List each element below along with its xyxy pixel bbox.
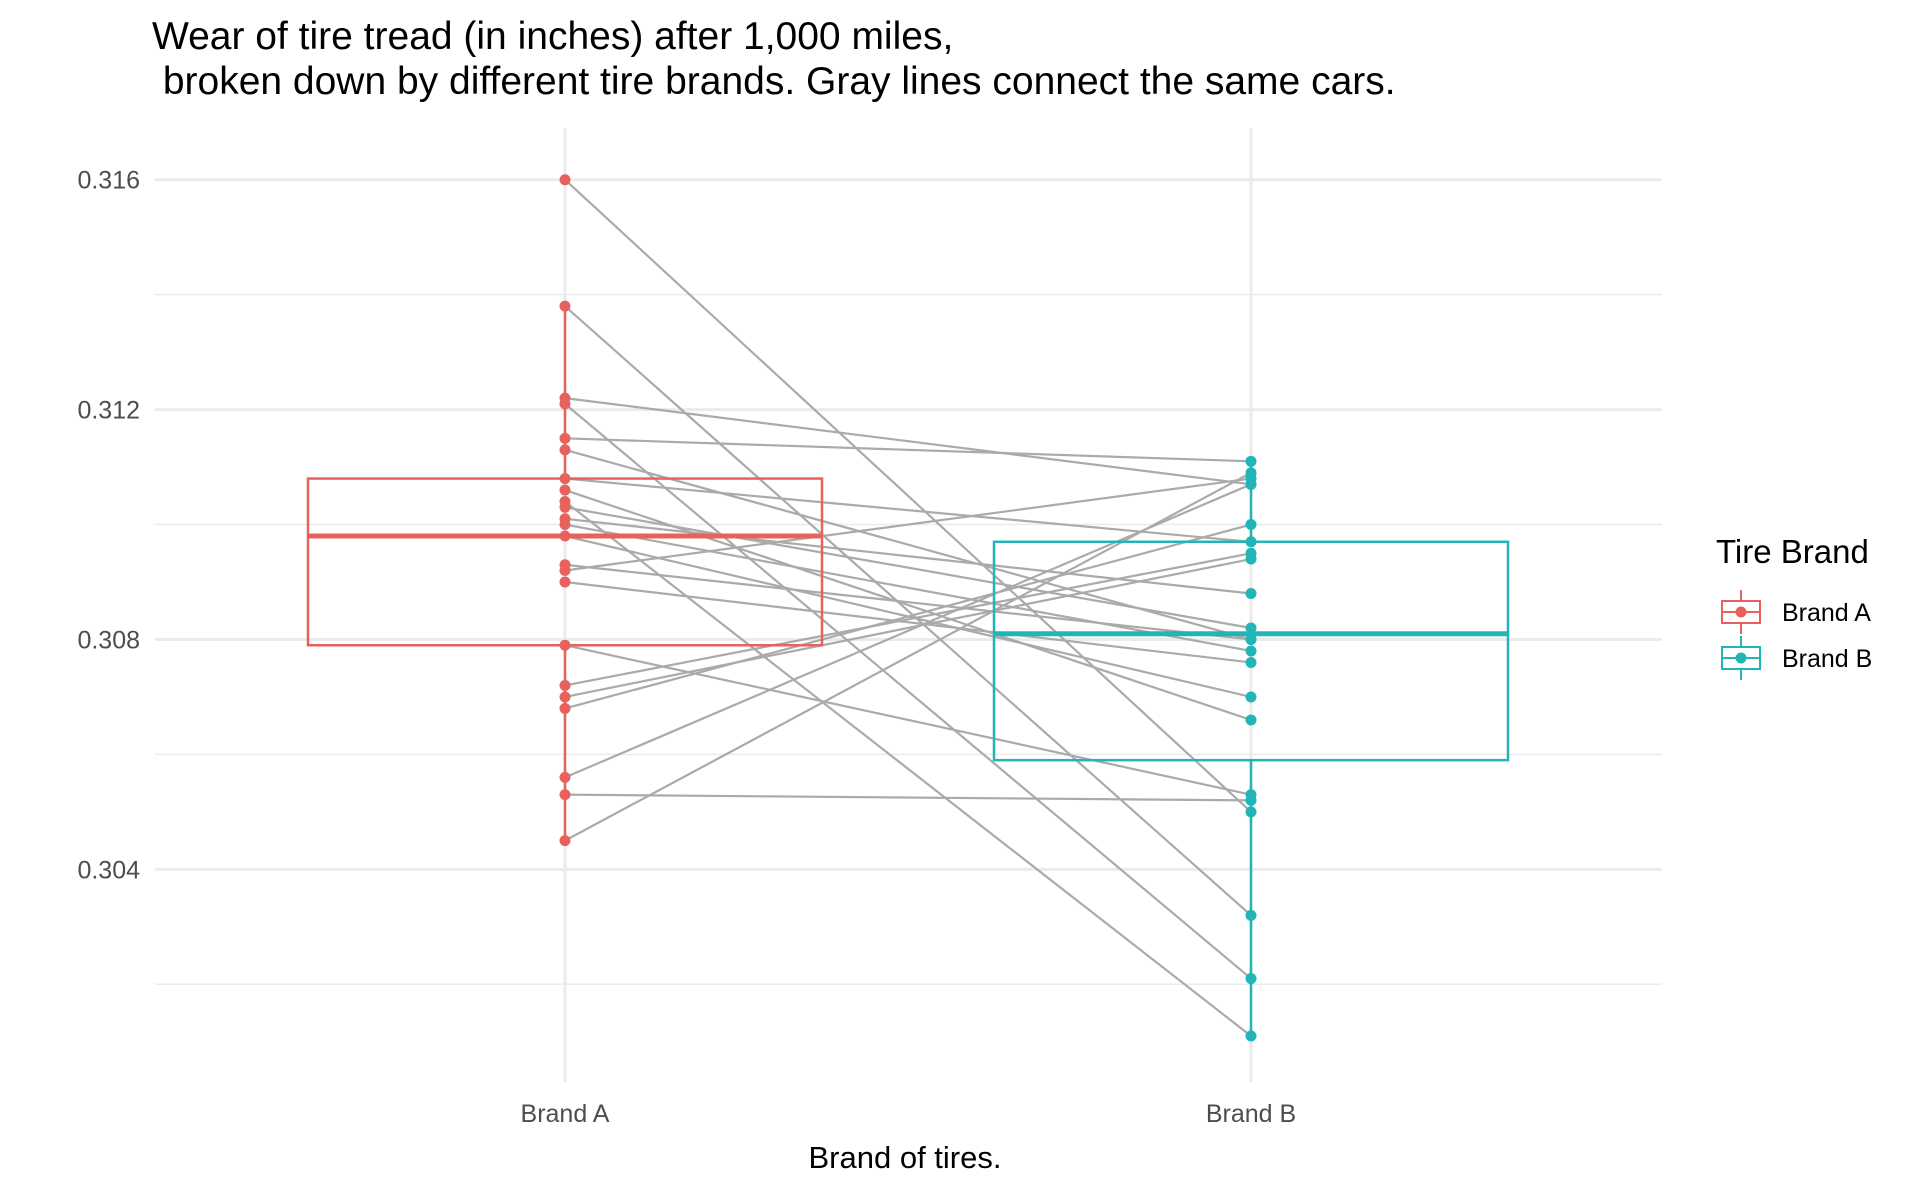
data-point: [559, 639, 571, 651]
data-point: [559, 576, 571, 588]
data-point: [559, 702, 571, 714]
data-point: [1245, 714, 1257, 726]
legend-title: Tire Brand: [1716, 533, 1869, 570]
data-point: [1245, 656, 1257, 668]
pair-line: [564, 523, 1252, 653]
x-tick-label: Brand B: [1206, 1100, 1296, 1128]
pair-line: [564, 557, 1252, 699]
data-point: [1245, 645, 1257, 657]
pair-line: [564, 477, 1252, 572]
data-point: [1245, 553, 1257, 565]
pair-line: [564, 500, 1252, 1037]
data-point: [1245, 1030, 1257, 1042]
data-point: [559, 530, 571, 542]
data-point: [559, 691, 571, 703]
data-point: [559, 835, 571, 847]
data-point: [559, 501, 571, 513]
legend-label: Brand A: [1782, 599, 1871, 627]
x-axis-title: Brand of tires.: [809, 1140, 1002, 1175]
data-point: [1245, 455, 1257, 467]
point-layer: [559, 174, 1257, 1042]
pair-line: [564, 523, 1252, 710]
data-point: [559, 789, 571, 801]
data-point: [1245, 519, 1257, 531]
pairs-layer: [564, 178, 1252, 1037]
pair-line: [564, 506, 1252, 630]
legend: Tire Brand Brand A Brand B: [1716, 533, 1872, 680]
legend-label: Brand B: [1782, 645, 1872, 673]
pair-line: [564, 305, 1252, 917]
data-point: [559, 300, 571, 312]
axis-layer: Brand of tires.: [809, 1140, 1002, 1175]
data-point: [1245, 973, 1257, 985]
pair-line: [564, 437, 1252, 463]
data-point: [1245, 588, 1257, 600]
data-point: [1245, 633, 1257, 645]
grid-layer: 0.304 0.308 0.312 0.316 Brand A Brand B: [77, 128, 1662, 1128]
box-layer: [306, 306, 1510, 1037]
y-tick-label: 0.312: [77, 397, 140, 425]
legend-key-point: [1735, 652, 1747, 664]
pair-line: [564, 580, 1252, 664]
data-point: [559, 432, 571, 444]
data-point: [1245, 478, 1257, 490]
pair-line: [564, 552, 1252, 687]
pair-line: [564, 178, 1252, 813]
data-point: [1245, 794, 1257, 806]
data-point: [1245, 622, 1257, 634]
pair-line: [564, 397, 1252, 486]
pair-line: [564, 471, 1252, 842]
data-point: [1245, 806, 1257, 818]
y-tick-label: 0.316: [77, 167, 140, 195]
data-point: [1245, 536, 1257, 548]
data-point: [559, 519, 571, 531]
data-point: [559, 174, 571, 186]
chart-title: Wear of tire tread (in inches) after 1,0…: [152, 14, 1396, 104]
data-point: [559, 398, 571, 410]
data-point: [559, 771, 571, 783]
chart-title-line2: broken down by different tire brands. Gr…: [152, 60, 1396, 103]
data-point: [1245, 467, 1257, 479]
data-point: [1245, 691, 1257, 703]
chart-title-line1: Wear of tire tread (in inches) after 1,0…: [152, 15, 954, 58]
y-tick-label: 0.308: [77, 626, 140, 654]
data-point: [559, 444, 571, 456]
pair-line: [564, 644, 1252, 796]
data-point: [559, 484, 571, 496]
x-tick-label: Brand A: [521, 1100, 610, 1128]
data-point: [559, 473, 571, 485]
legend-key-point: [1735, 606, 1747, 618]
data-point: [1245, 909, 1257, 921]
pair-line: [564, 793, 1252, 802]
pair-line: [564, 563, 1252, 641]
data-point: [559, 565, 571, 577]
data-point: [559, 679, 571, 691]
pair-line: [564, 477, 1252, 543]
pair-line: [564, 403, 1252, 980]
y-tick-label: 0.304: [77, 856, 140, 884]
